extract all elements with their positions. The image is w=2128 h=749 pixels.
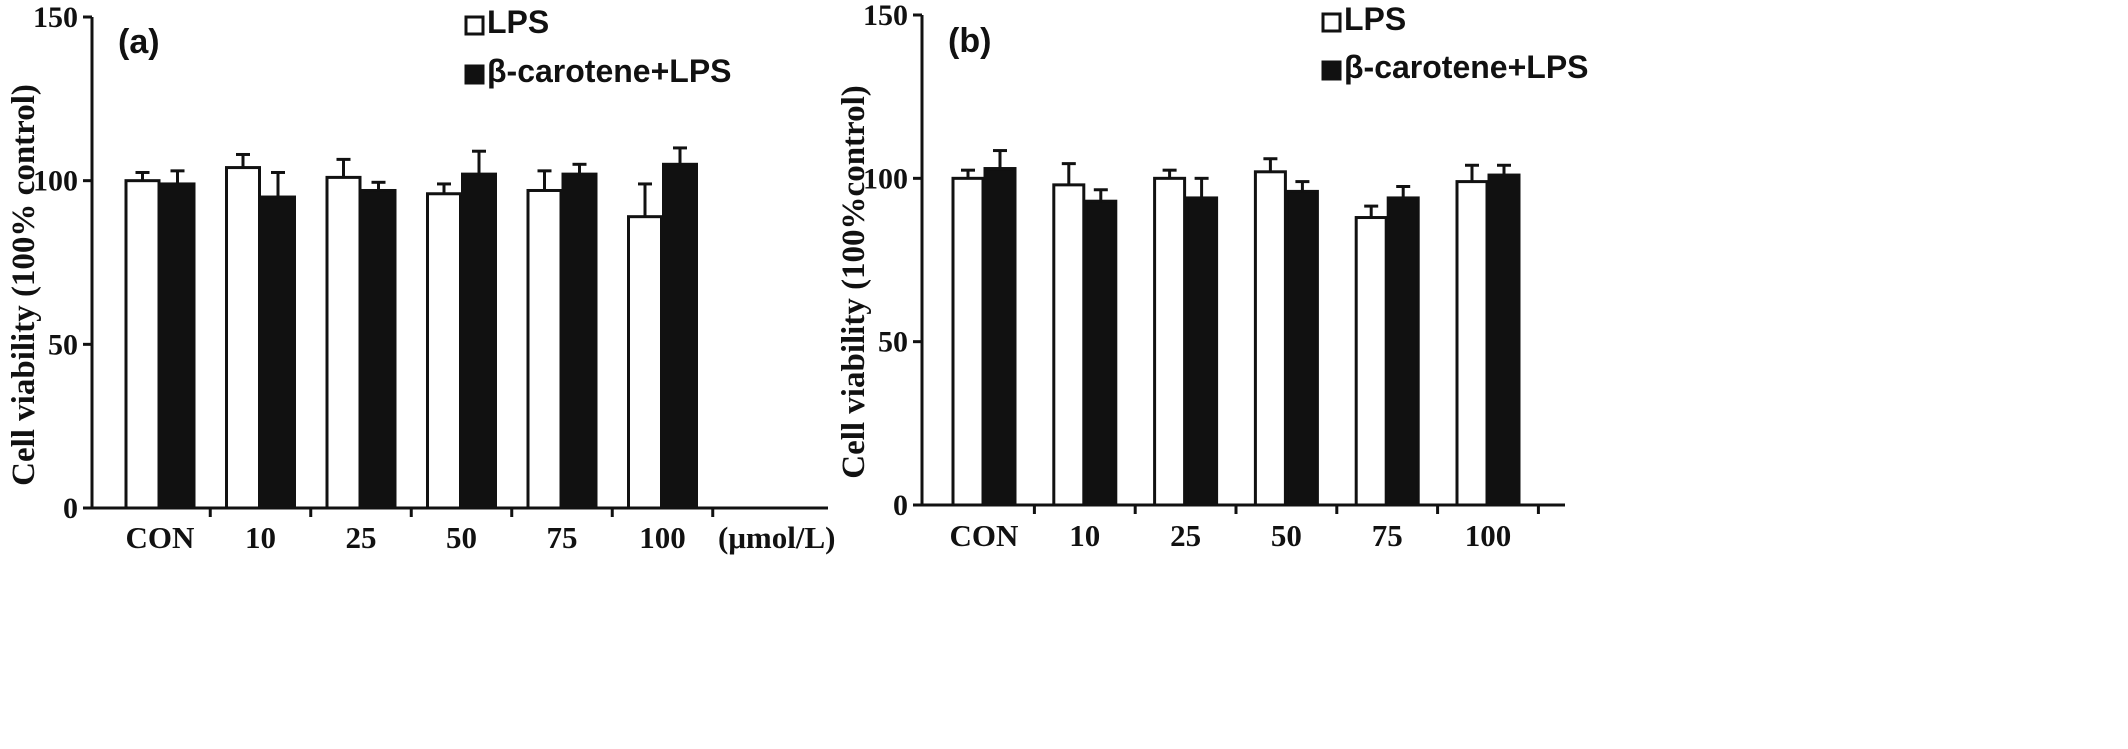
bar-lps (124, 179, 161, 510)
bar-beta-carotene-lps (662, 162, 698, 510)
bar-lps (1253, 170, 1287, 507)
bar-beta-carotene-lps (360, 188, 397, 510)
legend-label: β-carotene+LPS (487, 53, 732, 89)
x-tick-label: 10 (245, 520, 276, 555)
chart-panel-a: 0 50 100 150 Cell viability (100% control) (a… (6, 1, 835, 555)
bar-lps (325, 175, 362, 510)
panel-label: (a) (118, 23, 160, 61)
bar-beta-carotene-lps (1487, 173, 1521, 507)
bar-beta-carotene-lps (159, 182, 196, 510)
bar-lps (225, 166, 261, 510)
panel-label: (b) (948, 22, 991, 60)
bar-lps (426, 192, 462, 510)
y-tick-label: 50 (878, 326, 908, 359)
x-tick-label: 100 (1465, 518, 1512, 553)
legend-swatch (464, 64, 485, 85)
legend-label: LPS (487, 4, 549, 40)
bar-lps (1052, 183, 1086, 507)
y-tick-label: 150 (863, 0, 908, 32)
y-axis-title: Cell viability (100% control) (6, 84, 42, 486)
y-tick-label: 0 (63, 492, 78, 525)
x-tick-label: 50 (1271, 518, 1302, 553)
legend-swatch (1321, 12, 1342, 33)
x-axis-unit-label: (μmol/L) (718, 520, 835, 555)
bar-lps (951, 176, 985, 507)
y-tick-label: 150 (33, 1, 78, 34)
bar-beta-carotene-lps (1285, 189, 1319, 507)
bar-beta-carotene-lps (1185, 196, 1219, 507)
x-tick-label: 75 (1372, 518, 1403, 553)
bar-beta-carotene-lps (461, 172, 497, 510)
legend-label: β-carotene+LPS (1344, 49, 1589, 85)
bar-lps (1153, 176, 1187, 507)
bar-lps (1455, 180, 1489, 507)
bar-beta-carotene-lps (260, 195, 296, 510)
y-tick-label: 50 (48, 328, 78, 361)
y-tick-label: 100 (33, 165, 78, 198)
bar-beta-carotene-lps (1084, 199, 1118, 507)
bar-beta-carotene-lps (983, 167, 1017, 507)
legend-swatch (464, 15, 485, 36)
x-tick-label: CON (126, 520, 195, 555)
chart-panel-b: 0 50 100 150 Cell viability (100%control) (b)… (836, 0, 1589, 553)
bar-beta-carotene-lps (1386, 196, 1420, 507)
bar-lps (526, 188, 563, 510)
x-tick-label: 75 (547, 520, 578, 555)
x-tick-label: CON (950, 518, 1019, 553)
legend-label: LPS (1344, 1, 1406, 37)
y-tick-label: 0 (893, 489, 908, 522)
x-tick-label: 25 (1170, 518, 1201, 553)
x-tick-label: 50 (446, 520, 477, 555)
y-tick-label: 100 (863, 162, 908, 195)
legend-swatch (1321, 60, 1342, 81)
x-tick-label: 100 (639, 520, 686, 555)
bar-beta-carotene-lps (561, 172, 598, 510)
y-axis-title: Cell viability (100%control) (836, 85, 872, 479)
bar-lps (627, 215, 663, 510)
bar-lps (1354, 216, 1388, 507)
x-tick-label: 25 (346, 520, 377, 555)
x-tick-label: 10 (1069, 518, 1100, 553)
